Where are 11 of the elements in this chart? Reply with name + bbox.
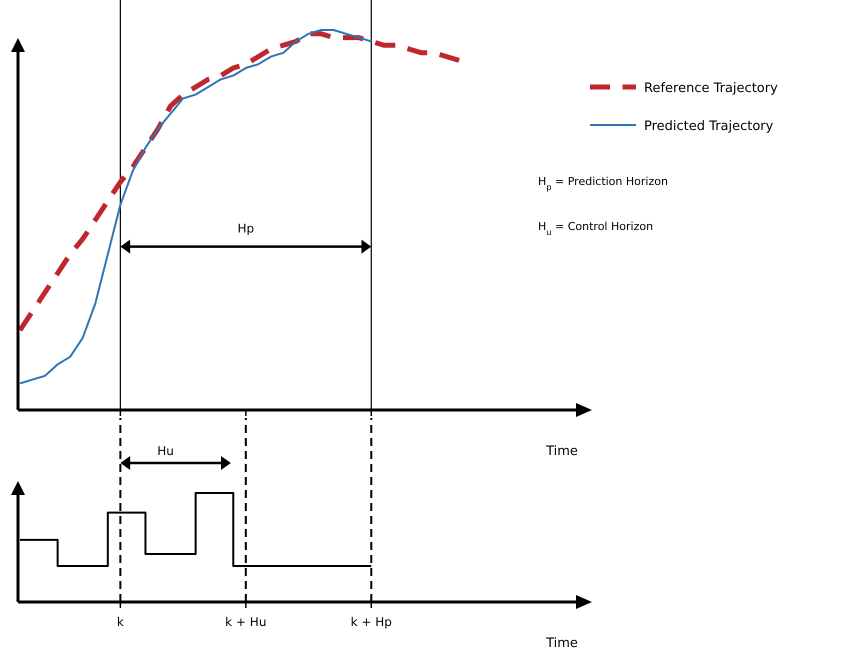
x-axis-title: Time — [545, 444, 578, 459]
annotation: H$_{p}$ = Prediction Horizon — [538, 175, 668, 192]
text: Hu — [157, 444, 174, 458]
x-axis-title: Time — [545, 636, 578, 650]
x-tick-label: k — [116, 615, 124, 629]
annotation: Hp — [238, 222, 254, 236]
legend-label: Reference Trajectory — [644, 81, 778, 96]
legend-label: Predicted Trajectory — [644, 119, 774, 134]
x-tick-label: k + Hu — [225, 615, 266, 629]
annotation: H$_{u}$ = Control Horizon — [538, 220, 654, 237]
x-tick-label: k + Hp — [350, 615, 392, 629]
